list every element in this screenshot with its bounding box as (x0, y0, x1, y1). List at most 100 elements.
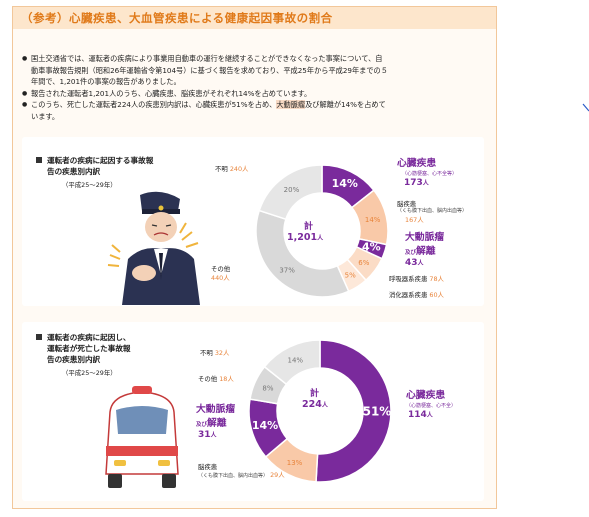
label-brain-1-sub: （くも膜下出血、脳内出血等） (397, 208, 468, 214)
label-unknown-1-unit: 人 (242, 165, 249, 173)
label-heart-1-sub: （心筋梗塞、心不全等） (402, 171, 458, 177)
label-unknown-2-count: 32 (214, 349, 223, 357)
label-brain-2-unit: 人 (278, 471, 285, 479)
donut2-slice-label-1: 13% (287, 459, 303, 467)
bullet-2-text: 報告された運転者1,201人のうち、心臓疾患、脳疾患がそれぞれ14%を占めていま… (31, 88, 312, 98)
label-unknown-1: 不明 240人 (215, 164, 248, 173)
donut2-slice-label-3: 8% (262, 385, 273, 393)
label-unknown-2-unit: 人 (222, 349, 230, 357)
label-unknown-1-name: 不明 (215, 165, 228, 173)
bullet-1-line1: 国土交通省では、運転者の疾病により事業用自動車の運行を継続することができなくなっ… (31, 54, 383, 63)
bullet-1-line3: 年間で、1,201件の事案の報告がありました。 (31, 77, 181, 87)
label-resp-1-unit: 人 (437, 275, 444, 283)
panel2-period: （平成25～29年） (62, 369, 117, 377)
label-brain-1-unit: 人 (417, 216, 424, 224)
donut1-slice-label-3: 6% (358, 259, 369, 267)
bullet-3-highlight: 大動脈瘤 (276, 100, 306, 110)
donut2-slice-label-0: 51% (363, 405, 392, 419)
label-digest-1-name: 消化器系疾患 (389, 291, 428, 299)
donut1-slice-label-2: 4% (362, 240, 381, 253)
donut-chart-all-reports: 14% 14% 4% 6%5% 37% 20% (255, 164, 389, 298)
label-aorta-2-count: 31人 (198, 430, 217, 440)
panel2-title-line1: 運転者の疾病に起因し、 (47, 333, 131, 342)
panel2-center-label: 計 (310, 389, 320, 399)
label-digest-1-unit: 人 (437, 291, 444, 299)
donut2-slice-label-2: 14% (252, 419, 278, 432)
panel1-period: （平成25～29年） (62, 181, 117, 189)
label-heart-2-count-value: 114 (408, 410, 427, 420)
label-resp-1: 呼吸器系疾患 78人 (389, 274, 444, 283)
panel1-center-unit: 人 (317, 235, 324, 242)
label-brain-1-count-value: 167 (405, 216, 418, 224)
panel2-title: 運転者の疾病に起因し、 運転者が死亡した事故報 告の疾患別内訳 (36, 332, 131, 365)
page-title: （参考）心臓疾患、大血管疾患による健康起因事故の割合 (21, 11, 333, 25)
bullet-2: 報告された運転者1,201人のうち、心臓疾患、脳疾患がそれぞれ14%を占めていま… (22, 88, 492, 100)
donut1-slice-label-4: 5% (345, 272, 356, 280)
label-aorta-2-name2: 及び解離 (196, 418, 227, 429)
bullet-list: 国土交通省では、運転者の疾病により事業用自動車の運行を継続することができなくなっ… (22, 53, 492, 123)
donut1-slice-6 (258, 164, 323, 221)
panel1-center-total: 1,201人 (287, 232, 323, 243)
label-aorta-2-unit: 人 (210, 432, 217, 439)
label-unknown-2: 不明 32人 (200, 348, 229, 357)
label-heart-2-sub: （心筋梗塞、心不全） (406, 403, 457, 409)
label-heart-1-unit: 人 (422, 180, 429, 187)
label-aorta-2-count-value: 31 (198, 430, 211, 440)
driver-illustration (107, 191, 200, 305)
panel-fatal-reports: 運転者の疾病に起因し、 運転者が死亡した事故報 告の疾患別内訳 （平成25～29… (22, 322, 484, 501)
bullet-3: このうち、死亡した運転者224人の疾患別内訳は、心臓疾患が51%を占め、大動脈瘤… (22, 99, 492, 122)
label-unknown-1-count: 240 (229, 165, 243, 173)
donut2-slice-label-4: 14% (287, 357, 303, 365)
panel2-title-line2: 運転者が死亡した事故報 (47, 344, 131, 353)
label-other-1: その他 440人 (211, 264, 230, 282)
label-aorta-1-name2: 及び解離 (405, 246, 436, 257)
ambulance-illustration (105, 386, 179, 488)
panel2-center-value: 224 (302, 399, 322, 410)
label-other-1-count: 440 (211, 274, 224, 282)
label-heart-2-count: 114人 (408, 410, 433, 420)
donut1-slice-label-5: 37% (279, 267, 295, 275)
label-other-2-name: その他 (198, 375, 218, 383)
bullet-1-line2: 動車事故報告規則（昭和26年運輸省令第104号）に基づく報告を求めており、平成2… (31, 65, 388, 75)
bullet-1: 国土交通省では、運転者の疾病により事業用自動車の運行を継続することができなくなっ… (22, 53, 492, 88)
label-other-2: その他 18人 (198, 374, 234, 383)
bullet-3-text-a: このうち、死亡した運転者224人の疾患別内訳は、心臓疾患が51%を占め、 (31, 100, 277, 110)
donut1-slice-label-0: 14% (332, 177, 358, 190)
panel1-title-line2: 告の疾患別内訳 (47, 167, 101, 176)
donut1-slice-label-6: 20% (284, 186, 300, 194)
panel1-title-line1: 運転者の疾病に起因する事故報 (47, 156, 154, 165)
panel1-center-value: 1,201 (287, 232, 318, 243)
label-digest-1-count: 60 (429, 291, 438, 299)
label-heart-1-count-value: 173 (404, 178, 423, 188)
label-aorta-1-count: 43人 (405, 258, 424, 268)
panel2-center-total: 224人 (302, 399, 328, 410)
label-unknown-2-name: 不明 (200, 349, 213, 357)
label-resp-1-count: 78 (429, 275, 438, 283)
square-bullet-icon (36, 157, 42, 163)
panel2-center-unit: 人 (321, 402, 328, 409)
label-heart-2-name: 心臓疾患 (406, 390, 446, 401)
label-other-2-count: 18 (219, 375, 228, 383)
label-brain-2-detail: （くも膜下出血、脳内出血等） 29人 (198, 470, 285, 479)
square-bullet-icon-2 (36, 334, 42, 340)
label-digest-1: 消化器系疾患 60人 (389, 290, 444, 299)
label-brain-2-count: 29 (270, 471, 279, 479)
label-other-1-unit: 人 (223, 274, 230, 282)
label-aorta-1-unit: 人 (417, 260, 424, 267)
label-aorta-1-count-value: 43 (405, 258, 418, 268)
title-bar: （参考）心臓疾患、大血管疾患による健康起因事故の割合 (13, 7, 496, 29)
panel2-title-line3: 告の疾患別内訳 (47, 355, 101, 364)
label-heart-1-count: 173人 (404, 178, 429, 188)
label-brain-1-count: 167人 (405, 215, 424, 224)
panel-all-reports: 運転者の疾病に起因する事故報 告の疾患別内訳 （平成25～29年） 14% 14%… (22, 137, 484, 306)
bullet-3-text-b: 及び解離が14%を占めて (305, 100, 386, 110)
donut2-slice-0 (315, 339, 392, 483)
panel1-title: 運転者の疾病に起因する事故報 告の疾患別内訳 (36, 155, 153, 177)
label-other-2-unit: 人 (227, 375, 234, 383)
label-brain-1-name: 脳疾患 (397, 200, 417, 208)
label-aorta-1-name: 大動脈瘤 (405, 232, 445, 243)
label-other-1-name: その他 (211, 265, 231, 273)
label-resp-1-name: 呼吸器系疾患 (389, 275, 428, 283)
label-heart-2-unit: 人 (426, 412, 433, 419)
label-brain-2-name: 脳疾患 (198, 463, 218, 471)
